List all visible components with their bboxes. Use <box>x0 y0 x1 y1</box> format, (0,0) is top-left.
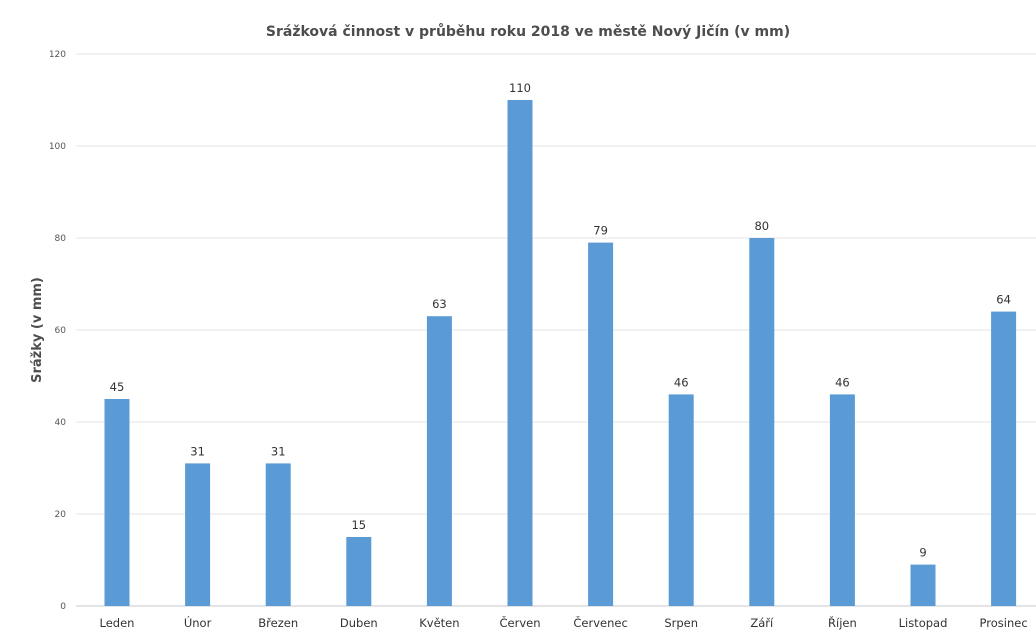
bar-duben <box>346 537 372 606</box>
y-tick-label: 80 <box>55 234 67 244</box>
x-tick-label: Květen <box>419 616 459 630</box>
chart-title: Srážková činnost v průběhu roku 2018 ve … <box>266 23 790 40</box>
x-tick-label: Srpen <box>664 616 698 630</box>
x-tick-label: Říjen <box>828 615 857 630</box>
data-label: 45 <box>110 380 125 394</box>
y-tick-label: 40 <box>55 418 67 428</box>
bar-červenec <box>588 242 614 606</box>
bar-únor <box>185 463 211 606</box>
bar-listopad <box>910 564 936 606</box>
data-label: 80 <box>754 219 769 233</box>
x-tick-label: Leden <box>100 616 135 630</box>
bar-září <box>749 238 775 606</box>
data-labels: 45 31 31 15 63 110 79 46 80 46 9 64 <box>110 81 1011 560</box>
x-tick-label: Duben <box>340 616 378 630</box>
bar-srpen <box>668 394 694 606</box>
y-tick-label: 20 <box>55 510 67 520</box>
y-tick-label: 100 <box>49 142 66 152</box>
data-label: 79 <box>593 224 608 238</box>
bar-březen <box>265 463 291 606</box>
bars <box>104 100 1017 606</box>
bar-prosinec <box>991 311 1017 606</box>
x-tick-label: Září <box>750 616 774 630</box>
bar-červen <box>507 100 533 606</box>
x-tick-label: Prosinec <box>980 616 1028 630</box>
data-label: 15 <box>351 518 366 532</box>
x-tick-label: Listopad <box>899 616 948 630</box>
bar-květen <box>426 316 452 606</box>
data-label: 9 <box>919 546 926 560</box>
y-axis-label: Srážky (v mm) <box>30 277 45 383</box>
bar-leden <box>104 399 130 606</box>
bar-říjen <box>829 394 855 606</box>
data-label: 46 <box>674 375 689 389</box>
y-tick-label: 120 <box>49 50 66 60</box>
y-tick-label: 60 <box>55 326 67 336</box>
data-label: 63 <box>432 297 447 311</box>
gridlines <box>76 53 1036 607</box>
data-label: 46 <box>835 375 850 389</box>
data-label: 31 <box>190 444 205 458</box>
y-tick-label: 0 <box>60 602 66 612</box>
x-tick-label: Červen <box>499 615 540 630</box>
data-label: 110 <box>509 81 531 95</box>
x-tick-label: Březen <box>258 616 298 630</box>
x-tick-label: Červenec <box>573 615 627 630</box>
y-axis-ticks: 0 20 40 60 80 100 120 <box>49 50 66 612</box>
data-label: 31 <box>271 444 286 458</box>
data-label: 64 <box>996 293 1011 307</box>
x-tick-label: Únor <box>184 615 212 630</box>
x-axis-ticks: Leden Únor Březen Duben Květen Červen Červenec… <box>100 615 1028 630</box>
